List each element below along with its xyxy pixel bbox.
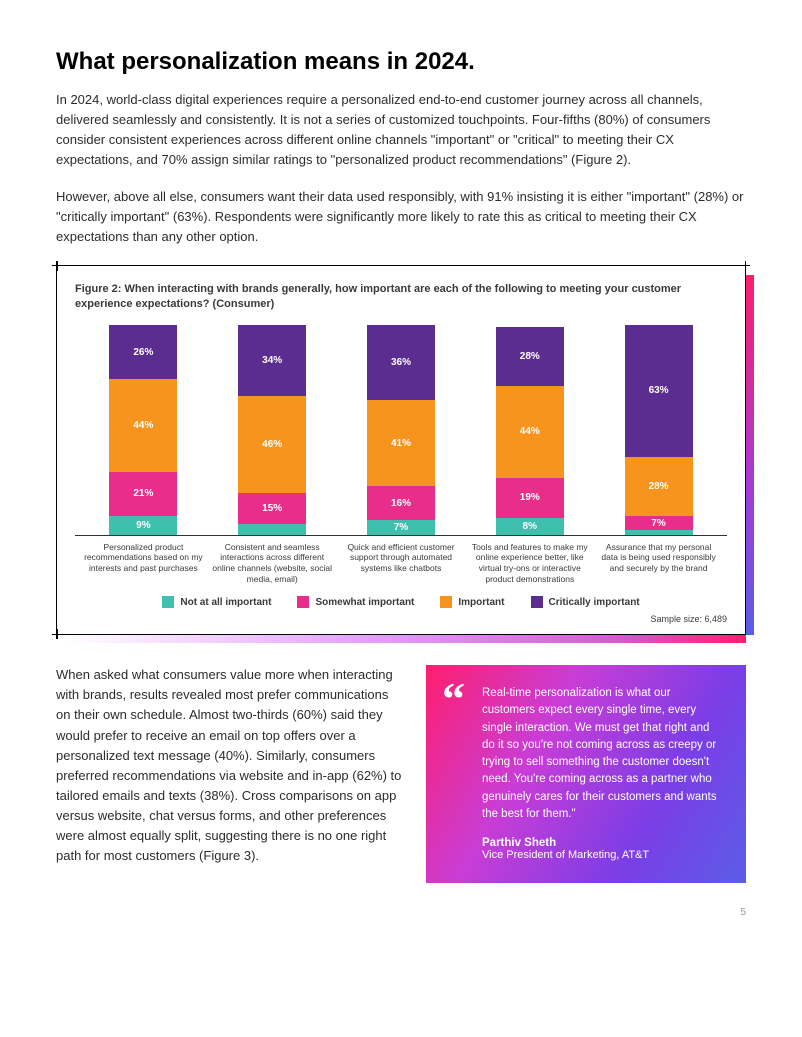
bar-column: 7%16%41%36% <box>337 325 466 535</box>
legend-label: Not at all important <box>180 597 271 608</box>
chart-legend: Not at all important Somewhat important … <box>75 596 727 608</box>
intro-paragraph-1: In 2024, world-class digital experiences… <box>56 90 746 171</box>
bar-column: 9%21%44%26% <box>79 325 208 535</box>
category-label: Tools and features to make my online exp… <box>465 542 594 585</box>
bar-stack: 9%21%44%26% <box>109 325 177 535</box>
bar-column: 8%19%44%28% <box>465 327 594 535</box>
figure-2-container: Figure 2: When interacting with brands g… <box>56 265 746 635</box>
bar-segment-somewhat: 7% <box>625 516 693 531</box>
quote-author-title: Vice President of Marketing, AT&T <box>482 849 724 861</box>
pull-quote: “ Real-time personalization is what our … <box>426 665 746 883</box>
bar-segment-important: 44% <box>109 379 177 471</box>
chart-bars-area: 9%21%44%26%15%46%34%7%16%41%36%8%19%44%2… <box>75 326 727 536</box>
bar-segment-important: 28% <box>625 457 693 516</box>
page: What personalization means in 2024. In 2… <box>0 0 802 942</box>
gradient-border-bottom <box>66 635 746 643</box>
bar-segment-somewhat: 19% <box>496 478 564 518</box>
category-label: Assurance that my personal data is being… <box>594 542 723 585</box>
chart-category-labels: Personalized product recommendations bas… <box>75 536 727 585</box>
bar-segment-important: 41% <box>367 400 435 486</box>
bar-column: 7%28%63% <box>594 325 723 535</box>
bar-stack: 8%19%44%28% <box>496 327 564 535</box>
bar-stack: 7%28%63% <box>625 325 693 535</box>
bar-segment-not_important: 8% <box>496 518 564 535</box>
page-title: What personalization means in 2024. <box>56 48 746 76</box>
gradient-border-right <box>746 275 754 635</box>
left-column: When asked what consumers value more whe… <box>56 665 404 883</box>
legend-label: Somewhat important <box>315 597 414 608</box>
bar-stack: 15%46%34% <box>238 325 306 535</box>
chart-title: Figure 2: When interacting with brands g… <box>75 282 727 312</box>
bar-segment-not_important <box>625 530 693 534</box>
bar-segment-critical: 34% <box>238 325 306 396</box>
bar-segment-not_important: 9% <box>109 516 177 535</box>
page-number: 5 <box>56 907 746 918</box>
sample-size: Sample size: 6,489 <box>75 614 727 624</box>
bar-segment-not_important: 7% <box>367 520 435 535</box>
legend-item: Important <box>440 596 504 608</box>
bar-segment-important: 46% <box>238 396 306 493</box>
category-label: Consistent and seamless interactions acr… <box>208 542 337 585</box>
quote-author: Parthiv Sheth <box>482 837 724 849</box>
legend-item: Critically important <box>531 596 640 608</box>
bar-column: 15%46%34% <box>208 325 337 535</box>
bar-segment-somewhat: 21% <box>109 472 177 516</box>
category-label: Personalized product recommendations bas… <box>79 542 208 585</box>
swatch-not-important <box>162 596 174 608</box>
quote-mark-icon: “ <box>442 683 461 715</box>
swatch-somewhat <box>297 596 309 608</box>
bar-segment-critical: 63% <box>625 325 693 457</box>
paragraph-3: When asked what consumers value more whe… <box>56 665 404 866</box>
swatch-important <box>440 596 452 608</box>
bar-segment-important: 44% <box>496 386 564 478</box>
legend-item: Somewhat important <box>297 596 414 608</box>
quote-text: Real-time personalization is what our cu… <box>482 685 724 823</box>
intro-paragraph-2: However, above all else, consumers want … <box>56 187 746 247</box>
two-column-section: When asked what consumers value more whe… <box>56 665 746 883</box>
bar-segment-somewhat: 15% <box>238 493 306 525</box>
category-label: Quick and efficient customer support thr… <box>337 542 466 585</box>
bar-segment-somewhat: 16% <box>367 486 435 520</box>
bar-segment-critical: 26% <box>109 325 177 380</box>
corner-bl <box>52 629 62 639</box>
legend-label: Critically important <box>549 597 640 608</box>
legend-item: Not at all important <box>162 596 271 608</box>
bar-segment-critical: 28% <box>496 327 564 386</box>
bar-stack: 7%16%41%36% <box>367 325 435 535</box>
chart-card: Figure 2: When interacting with brands g… <box>56 265 746 635</box>
corner-tr <box>740 261 750 271</box>
swatch-critical <box>531 596 543 608</box>
bar-segment-critical: 36% <box>367 325 435 401</box>
corner-tl <box>52 261 62 271</box>
legend-label: Important <box>458 597 504 608</box>
bar-segment-not_important <box>238 524 306 535</box>
